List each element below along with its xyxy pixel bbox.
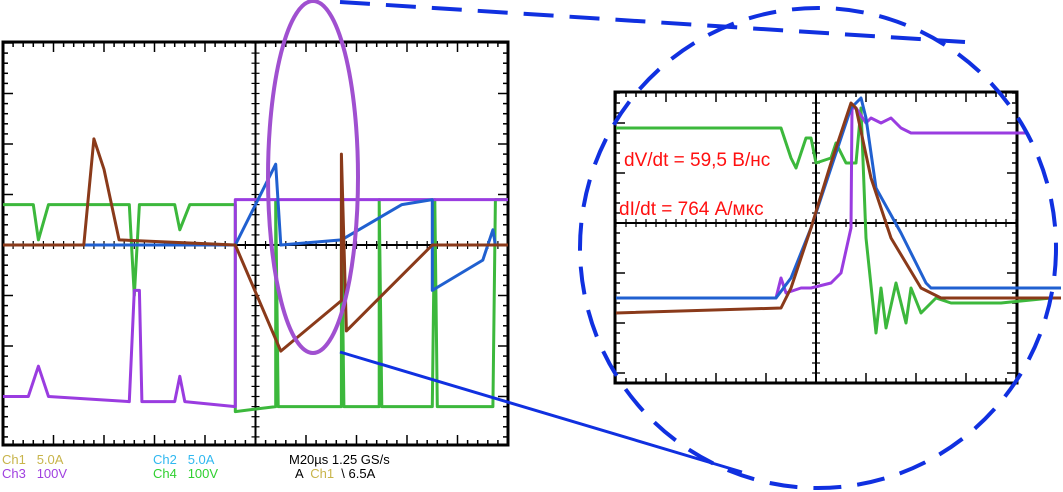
ch3-label: Ch3 100V [2,466,67,481]
ch3-name: Ch3 [2,466,26,481]
ch4-label: Ch4 100V [153,466,218,481]
trigger-source: Ch1 [310,466,335,481]
trigger-prefix: A [295,466,303,481]
trace-ch2 [616,96,1061,300]
ch4-scale: 100V [187,466,219,481]
zoom-outline-ellipse [578,6,1058,490]
ch1-name: Ch1 [2,452,26,467]
ch2-name: Ch2 [153,452,177,467]
ch1-scale: 5.0A [36,452,64,467]
trace-ch3 [616,106,1026,300]
ch2-label: Ch2 5.0A [153,452,214,467]
trace-ch3 [3,198,508,409]
timebase-readout: M20µs 1.25 GS/s [289,452,390,467]
dv-dt-annotation: dV/dt = 59,5 В/нс [624,150,771,171]
zoom-connector-top [339,0,966,44]
ch1-label: Ch1 5.0A [2,452,63,467]
zoom-connector-bottom [339,350,743,474]
trace-ch1 [3,137,508,353]
di-dt-annotation: dI/dt = 764 А/мкс [619,199,764,220]
trace-ch1 [615,101,1061,315]
ch4-name: Ch4 [153,466,177,481]
trace-ch4 [616,106,1052,335]
ch3-scale: 100V [36,466,68,481]
zoomed-scope-plot [613,90,1061,385]
trigger-level: \ 6.5A [341,466,376,481]
trigger-readout: A Ch1 \ 6.5A [295,466,375,481]
highlight-ellipse [266,0,360,355]
main-scope-plot [1,40,510,447]
ch2-scale: 5.0A [187,452,215,467]
